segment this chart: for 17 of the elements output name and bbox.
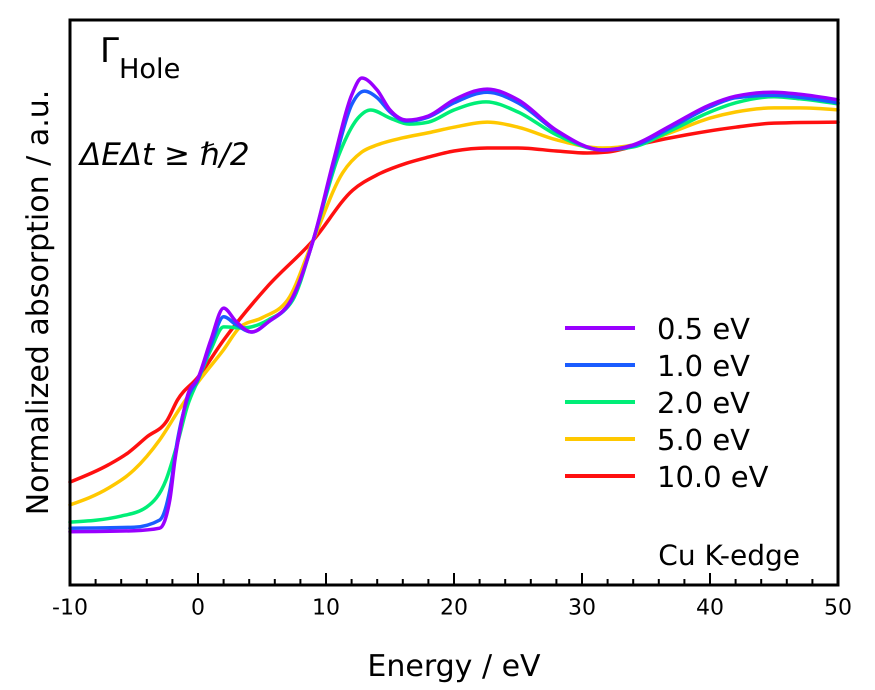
x-tick-label: 20 [440,596,468,621]
x-tick-label: 30 [568,596,596,621]
annotation: Γ$_{Hole}$ [100,31,180,84]
x-tick-label: -10 [52,596,88,621]
x-tick-label: 0 [191,596,205,621]
x-tick-label: 10 [312,596,340,621]
legend-label: 0.5 eV [657,312,750,346]
legend-label: 10.0 eV [657,460,769,494]
x-tick-label: 40 [696,596,724,621]
annotation: ΔEΔt ≥ ℏ/2 [78,137,250,173]
annotation: Cu K-edge [658,539,800,572]
y-axis-title: Normalized absorption / a.u. [21,90,56,516]
legend-label: 2.0 eV [657,386,750,420]
legend-label: 1.0 eV [657,349,750,383]
x-tick-label: 50 [824,596,852,621]
x-axis-title: Energy / eV [367,649,542,684]
legend-label: 5.0 eV [657,423,750,457]
